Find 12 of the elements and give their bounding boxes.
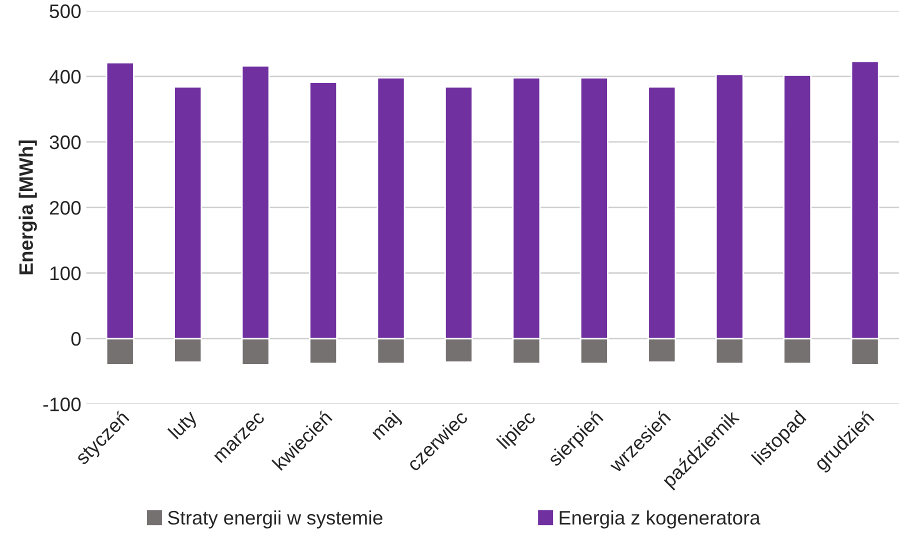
- y-axis-title: Energia [MWh]: [18, 140, 37, 274]
- legend-label: Energia z kogeneratora: [560, 510, 760, 528]
- legend-label: Straty energii w systemie: [168, 510, 382, 528]
- y-tick-label: 300: [50, 135, 81, 150]
- y-tick-label: 400: [49, 70, 81, 84]
- y-tick-label: 100: [50, 266, 81, 280]
- x-tick-label: luty: [167, 408, 201, 442]
- y-tick-label: 200: [50, 200, 81, 215]
- y-tick-label: 500: [50, 4, 81, 18]
- y-tick-label: -100: [43, 398, 81, 412]
- x-tick-label: maj: [370, 410, 403, 443]
- y-tick-label: 0: [71, 332, 81, 346]
